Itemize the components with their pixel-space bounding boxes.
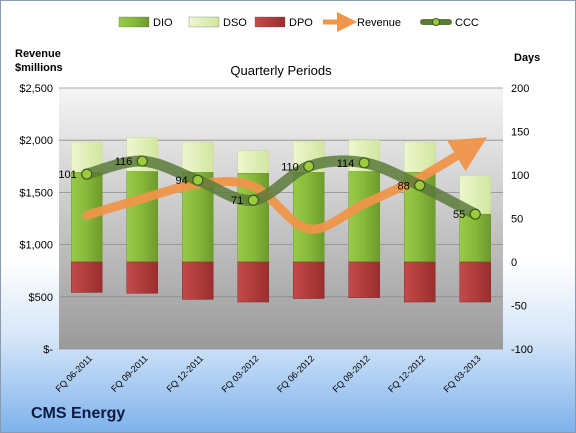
y-right-tick-label: 200 (511, 83, 529, 95)
dio-bar (459, 213, 491, 263)
y-right-tick-label: 150 (511, 127, 529, 139)
ccc-data-label: 114 (337, 158, 355, 170)
ccc-point (414, 179, 426, 192)
dso-bar (237, 150, 269, 174)
legend-swatch (254, 16, 286, 28)
ccc-data-label: 71 (231, 195, 243, 207)
ccc-point (81, 168, 93, 180)
y-right-tick-label: -50 (511, 301, 527, 313)
dio-bar (348, 171, 380, 263)
ccc-data-label: 55 (453, 209, 465, 221)
x-tick-label: FQ 03-2013 (442, 353, 483, 394)
x-tick-label: FQ 06-2012 (275, 353, 316, 394)
x-tick-label: FQ 12-2011 (165, 353, 206, 394)
ccc-point (303, 160, 315, 172)
legend-swatch (118, 16, 150, 28)
y-left-tick-label: $2,000 (19, 135, 53, 147)
y-left-tick-label: $- (43, 344, 53, 356)
ccc-line (81, 155, 481, 220)
ccc-data-label: 110 (281, 161, 299, 173)
dpo-bar (404, 261, 436, 303)
dpo-bar (237, 261, 269, 303)
ccc-point (136, 155, 148, 167)
dio-bar (126, 171, 158, 263)
dpo-bar (126, 261, 158, 294)
x-tick-label: FQ 09-2011 (109, 353, 150, 394)
plot-background (59, 88, 503, 349)
y-left-title: Revenue (15, 48, 61, 60)
dpo-bar (182, 261, 214, 300)
legend-label: DIO (153, 17, 173, 29)
dio-bar (293, 172, 325, 263)
y-left-tick-label: $500 (29, 292, 53, 304)
ccc-point (469, 208, 481, 220)
dpo-bar (459, 261, 491, 303)
y-right-tick-label: 100 (511, 170, 529, 182)
dpo-bar (293, 261, 325, 299)
ccc-data-label: 116 (115, 156, 133, 168)
dso-bar (182, 141, 214, 173)
y-right-tick-label: 0 (511, 257, 517, 269)
ccc-data-label: 88 (398, 180, 410, 192)
y-left-title: $millions (15, 62, 63, 74)
y-left-tick-label: $1,000 (19, 240, 53, 252)
ccc-point (192, 174, 204, 186)
ccc-point (247, 194, 259, 206)
y-left-tick-label: $2,500 (19, 83, 53, 95)
y-right-tick-label: 50 (511, 214, 523, 226)
y-right-tick-label: -100 (511, 344, 533, 356)
x-tick-label: FQ 06-2011 (54, 353, 95, 394)
y-right-title: Days (514, 52, 540, 64)
legend-label: DSO (223, 17, 247, 29)
ccc-point (358, 157, 370, 169)
legend-label: Revenue (357, 17, 401, 29)
ccc-data-label: 94 (176, 175, 188, 187)
ccc-data-label: 101 (58, 169, 76, 181)
chart-title: Quarterly Periods (230, 63, 332, 78)
y-left-tick-label: $1,500 (19, 187, 53, 199)
x-tick-label: FQ 12-2012 (386, 353, 427, 394)
legend-label: CCC (455, 17, 479, 29)
legend-marker (432, 18, 440, 26)
dpo-bar (348, 261, 380, 298)
x-tick-label: FQ 03-2012 (220, 353, 261, 394)
legend-swatch (188, 16, 220, 28)
company-name: CMS Energy (31, 405, 126, 422)
legend-label: DPO (289, 17, 313, 29)
x-tick-label: FQ 09-2012 (331, 353, 372, 394)
dpo-bar (71, 261, 103, 293)
